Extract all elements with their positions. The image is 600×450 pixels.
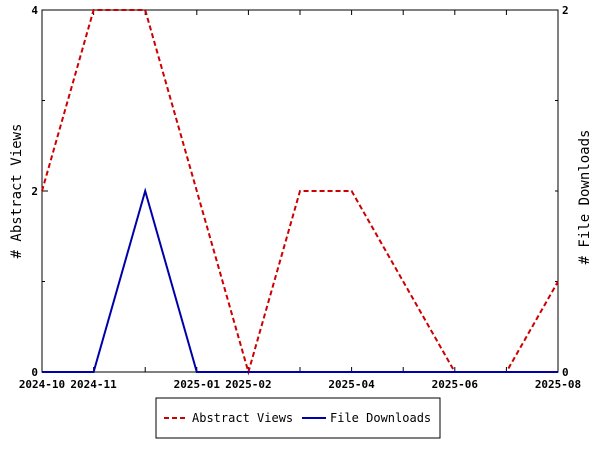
left-y-tick-label: 4 [31, 4, 38, 17]
legend: Abstract Views File Downloads [155, 397, 441, 439]
right-axis-title: # File Downloads [577, 130, 593, 265]
legend-box [155, 397, 441, 439]
x-tick-label: 2025-06 [432, 378, 479, 391]
left-y-tick-label: 2 [31, 185, 38, 198]
x-tick-label: 2025-04 [328, 378, 375, 391]
x-tick-label: 2024-10 [19, 378, 65, 391]
legend-label-file-downloads: File Downloads [330, 411, 431, 425]
left-y-tick-label: 0 [31, 366, 38, 379]
x-tick-label: 2025-01 [174, 378, 221, 391]
legend-label-abstract-views: Abstract Views [192, 411, 293, 425]
series-line-file-downloads [42, 187, 558, 373]
right-y-tick-label: 0 [562, 366, 569, 379]
right-y-tick-label: 2 [562, 4, 569, 17]
left-axis-title: # Abstract Views [9, 124, 25, 259]
tick-group: 2024-10 2024-11 2025-01 2025-02 2025-04 2025-… [19, 4, 581, 391]
series-line-abstract-views [41, 9, 559, 376]
x-tick-label: 2025-08 [535, 378, 581, 391]
x-tick-label: 2024-11 [70, 378, 117, 391]
series-group [41, 9, 559, 376]
x-tick-label: 2025-02 [225, 378, 271, 391]
